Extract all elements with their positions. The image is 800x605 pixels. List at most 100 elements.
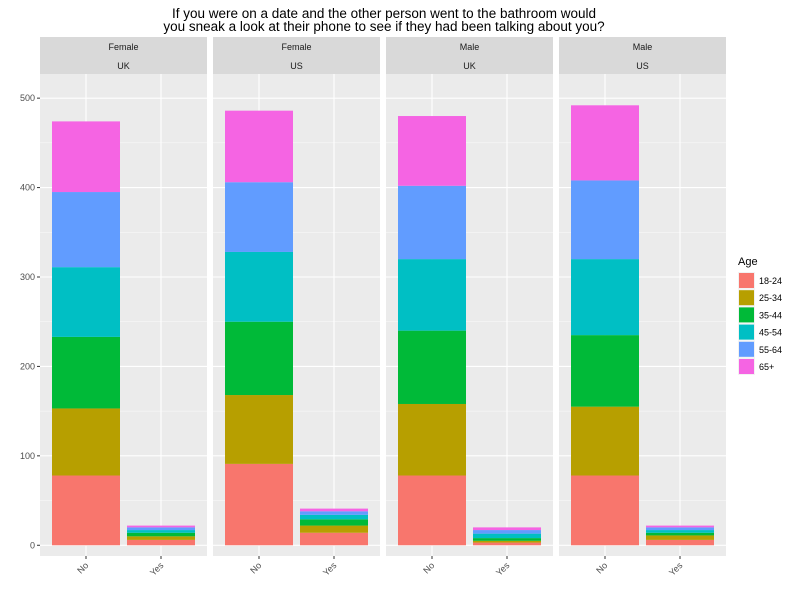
facet-strip: Male US <box>559 37 726 74</box>
bar-segment-35-44 <box>300 519 368 526</box>
bar-segment-45-54 <box>225 251 293 322</box>
facet-panel: Female US No Yes <box>213 37 380 578</box>
legend-key: 65+ <box>738 358 774 375</box>
legend: Age 18-24 25-34 35-44 45-54 55-64 65+ <box>738 256 782 375</box>
bar-segment-45-54 <box>398 259 466 331</box>
bar-segment-55-64 <box>225 182 293 252</box>
stacked-bar-no <box>398 116 466 546</box>
x-tick-label: Yes <box>667 560 685 578</box>
bar-segment-65+ <box>398 116 466 186</box>
bar-segment-55-64 <box>398 185 466 260</box>
facet-panel: Female UK No Yes <box>40 37 207 578</box>
strip-label: UK <box>117 61 130 71</box>
strip-background <box>559 37 726 74</box>
bar-segment-18-24 <box>225 463 293 546</box>
bar-segment-55-64 <box>127 527 195 531</box>
legend-swatch <box>739 341 754 357</box>
bar-segment-55-64 <box>646 527 714 531</box>
bar-segment-65+ <box>225 110 293 183</box>
strip-label: UK <box>463 61 476 71</box>
legend-label: 45-54 <box>759 328 782 338</box>
strip-label: Male <box>460 42 480 52</box>
strip-background <box>386 37 553 74</box>
legend-label: 65+ <box>759 362 774 372</box>
facet-strip: Female UK <box>40 37 207 74</box>
x-tick-label: Yes <box>494 560 512 578</box>
bar-segment-65+ <box>127 525 195 528</box>
legend-swatch <box>739 307 754 323</box>
chart-title-line-1: If you were on a date and the other pers… <box>172 6 596 21</box>
bar-segment-65+ <box>571 105 639 181</box>
bar-segment-18-24 <box>300 532 368 546</box>
bar-segment-18-24 <box>127 539 195 546</box>
legend-title: Age <box>738 256 758 268</box>
x-tick-label: No <box>248 560 263 575</box>
bar-segment-45-54 <box>127 530 195 533</box>
stacked-bar-no <box>52 121 120 546</box>
bar-segment-45-54 <box>646 530 714 533</box>
strip-label: Female <box>281 42 311 52</box>
bar-segment-55-64 <box>300 511 368 515</box>
legend-swatch <box>739 324 754 340</box>
bar-segment-45-54 <box>52 267 120 337</box>
bar-segment-65+ <box>52 121 120 193</box>
bar-segment-25-34 <box>646 535 714 540</box>
stacked-bar-no <box>225 110 293 546</box>
legend-label: 18-24 <box>759 276 782 286</box>
bar-segment-35-44 <box>473 538 541 541</box>
y-axis: 0 100 200 300 400 500 <box>20 93 40 550</box>
bar-segment-45-54 <box>571 259 639 336</box>
facet-panel: Male US No Yes <box>559 37 726 578</box>
chart-title: If you were on a date and the other pers… <box>163 6 604 34</box>
bar-segment-25-34 <box>127 536 195 540</box>
bar-segment-18-24 <box>646 539 714 546</box>
x-tick-label: Yes <box>148 560 166 578</box>
stacked-bar-yes <box>300 508 368 546</box>
bar-segment-35-44 <box>571 335 639 407</box>
bar-segment-65+ <box>300 508 368 512</box>
stacked-bar-yes <box>127 525 195 546</box>
bar-segment-35-44 <box>398 330 466 404</box>
x-tick-label: Yes <box>321 560 339 578</box>
strip-label: Female <box>108 42 138 52</box>
legend-key: 25-34 <box>738 289 782 307</box>
strip-background <box>213 37 380 74</box>
bar-segment-25-34 <box>398 403 466 476</box>
facet-strip: Female US <box>213 37 380 74</box>
x-tick-label: No <box>594 560 609 575</box>
legend-key: 45-54 <box>738 323 782 341</box>
bar-segment-55-64 <box>571 180 639 260</box>
strip-label: US <box>636 61 649 71</box>
legend-key: 18-24 <box>738 272 782 289</box>
legend-key: 55-64 <box>738 340 782 358</box>
y-tick-label: 100 <box>20 451 35 461</box>
bar-segment-65+ <box>646 525 714 528</box>
strip-background <box>40 37 207 74</box>
bar-segment-18-24 <box>52 475 120 546</box>
bar-segment-45-54 <box>300 514 368 520</box>
stacked-bar-yes <box>473 527 541 546</box>
bar-segment-45-54 <box>473 533 541 539</box>
facet-panel: Male UK No Yes <box>386 37 553 578</box>
bar-segment-65+ <box>473 527 541 531</box>
y-tick-label: 200 <box>20 361 35 371</box>
legend-label: 25-34 <box>759 293 782 303</box>
strip-label: Male <box>633 42 653 52</box>
y-tick-label: 0 <box>30 540 35 550</box>
x-tick-label: No <box>75 560 90 575</box>
legend-swatch <box>739 290 754 306</box>
bar-segment-18-24 <box>571 475 639 546</box>
facet-strip: Male UK <box>386 37 553 74</box>
chart-title-line-2: you sneak a look at their phone to see i… <box>163 19 604 34</box>
y-tick-label: 300 <box>20 272 35 282</box>
bar-segment-25-34 <box>225 395 293 464</box>
bar-segment-35-44 <box>52 336 120 409</box>
bar-segment-35-44 <box>127 532 195 537</box>
y-tick-label: 500 <box>20 93 35 103</box>
bar-segment-55-64 <box>52 192 120 268</box>
stacked-bar-no <box>571 105 639 546</box>
bar-segment-25-34 <box>571 406 639 476</box>
bar-segment-25-34 <box>52 408 120 476</box>
